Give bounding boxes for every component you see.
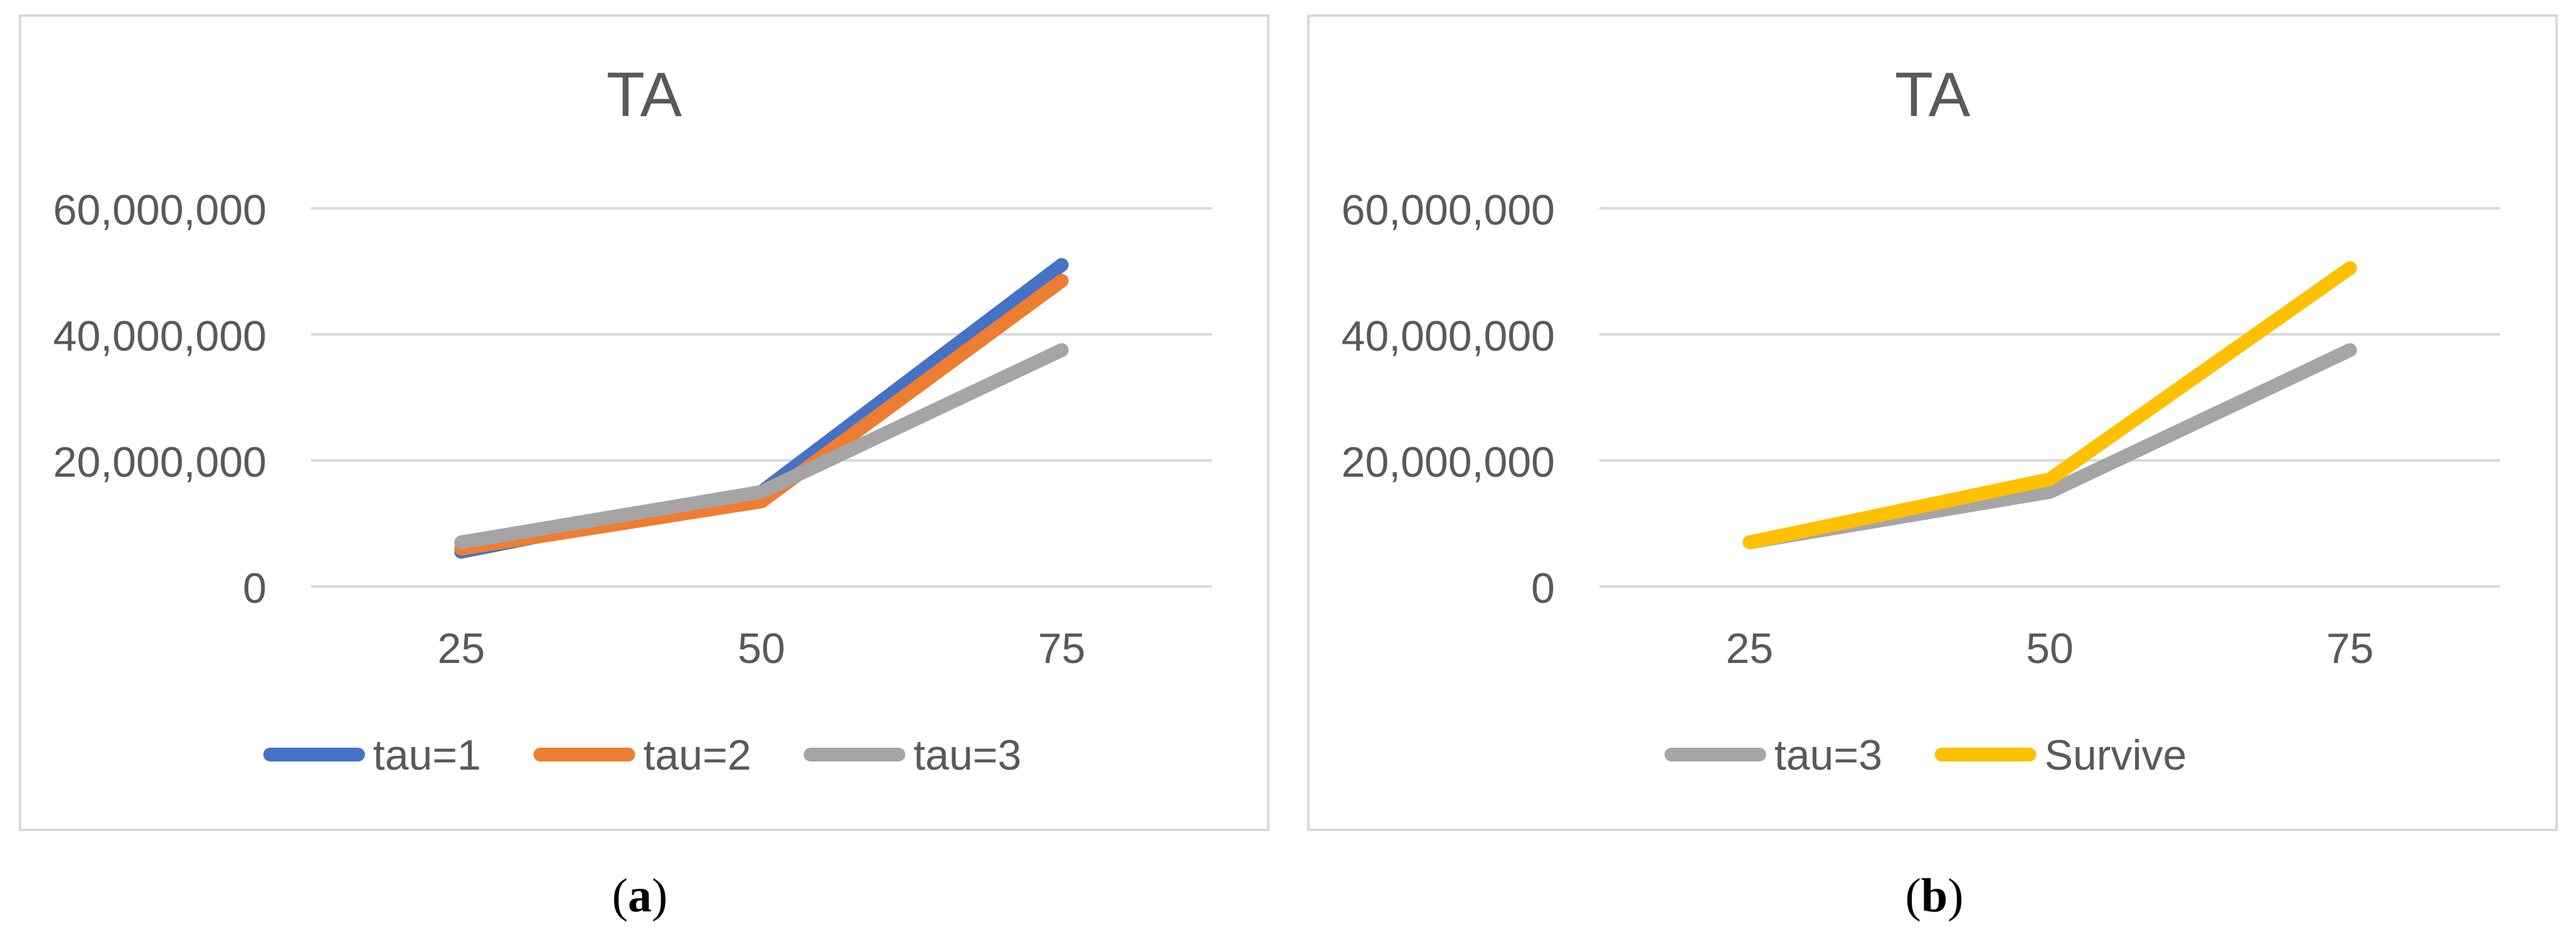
x-tick-label: 50 bbox=[2026, 625, 2074, 672]
caption-a: (a) bbox=[452, 869, 828, 923]
gridlines bbox=[1599, 207, 2500, 588]
caption-letter: a bbox=[628, 869, 652, 922]
y-tick-label: 40,000,000 bbox=[1342, 312, 1555, 360]
y-tick-label: 40,000,000 bbox=[53, 312, 267, 360]
x-tick-label: 25 bbox=[1726, 625, 1774, 672]
series-line-Survive bbox=[1742, 261, 2357, 549]
series-lines bbox=[454, 258, 1069, 559]
caption-close: ) bbox=[1948, 869, 1964, 922]
caption-open: ( bbox=[612, 869, 628, 922]
chart-a-frame bbox=[19, 14, 1269, 831]
legend: tau=3 Survive bbox=[1664, 731, 2187, 779]
chart-b-svg: TA 60,000,000 40,000,000 20,000,000 0 25 50 7… bbox=[1307, 14, 2558, 831]
series-lines bbox=[1742, 261, 2357, 549]
chart-a-svg: TA 60,000,000 40,000,000 20,000,000 0 25 50 7… bbox=[19, 14, 1269, 831]
gridlines bbox=[311, 207, 1212, 588]
series-line-tau=2 bbox=[454, 273, 1069, 556]
caption-open: ( bbox=[1905, 869, 1921, 922]
legend-label: tau=1 bbox=[373, 731, 481, 779]
legend-label: tau=3 bbox=[1774, 731, 1882, 779]
x-tick-labels: 25 50 75 bbox=[438, 625, 1086, 672]
y-tick-label: 20,000,000 bbox=[1342, 438, 1555, 486]
series-line-tau=3 bbox=[454, 343, 1069, 549]
x-tick-label: 75 bbox=[1038, 625, 1086, 672]
caption-letter: b bbox=[1921, 869, 1948, 922]
y-tick-labels: 60,000,000 40,000,000 20,000,000 0 bbox=[53, 186, 267, 612]
legend-label: tau=3 bbox=[913, 731, 1021, 779]
x-tick-labels: 25 50 75 bbox=[1726, 625, 2374, 672]
legend-label: Survive bbox=[2045, 731, 2187, 779]
y-tick-label: 60,000,000 bbox=[1342, 186, 1555, 234]
y-tick-label: 0 bbox=[243, 565, 267, 612]
legend-label: tau=2 bbox=[644, 731, 751, 779]
legend: tau=1 tau=2 tau=3 bbox=[263, 731, 1021, 779]
chart-title: TA bbox=[607, 60, 682, 130]
y-tick-label: 60,000,000 bbox=[53, 186, 267, 234]
caption-close: ) bbox=[652, 869, 668, 922]
chart-b-frame bbox=[1307, 14, 2558, 831]
caption-b: (b) bbox=[1746, 869, 2123, 923]
x-tick-label: 25 bbox=[438, 625, 485, 672]
y-tick-label: 20,000,000 bbox=[53, 438, 267, 486]
chart-panel-b: TA 60,000,000 40,000,000 20,000,000 0 25 50 7… bbox=[1288, 0, 2576, 941]
y-tick-label: 0 bbox=[1531, 565, 1555, 612]
x-tick-label: 75 bbox=[2326, 625, 2374, 672]
chart-title: TA bbox=[1895, 60, 1971, 130]
x-tick-label: 50 bbox=[738, 625, 785, 672]
chart-panel-a: TA 60,000,000 40,000,000 20,000,000 0 25 50 7… bbox=[0, 0, 1288, 941]
y-tick-labels: 60,000,000 40,000,000 20,000,000 0 bbox=[1342, 186, 1555, 612]
